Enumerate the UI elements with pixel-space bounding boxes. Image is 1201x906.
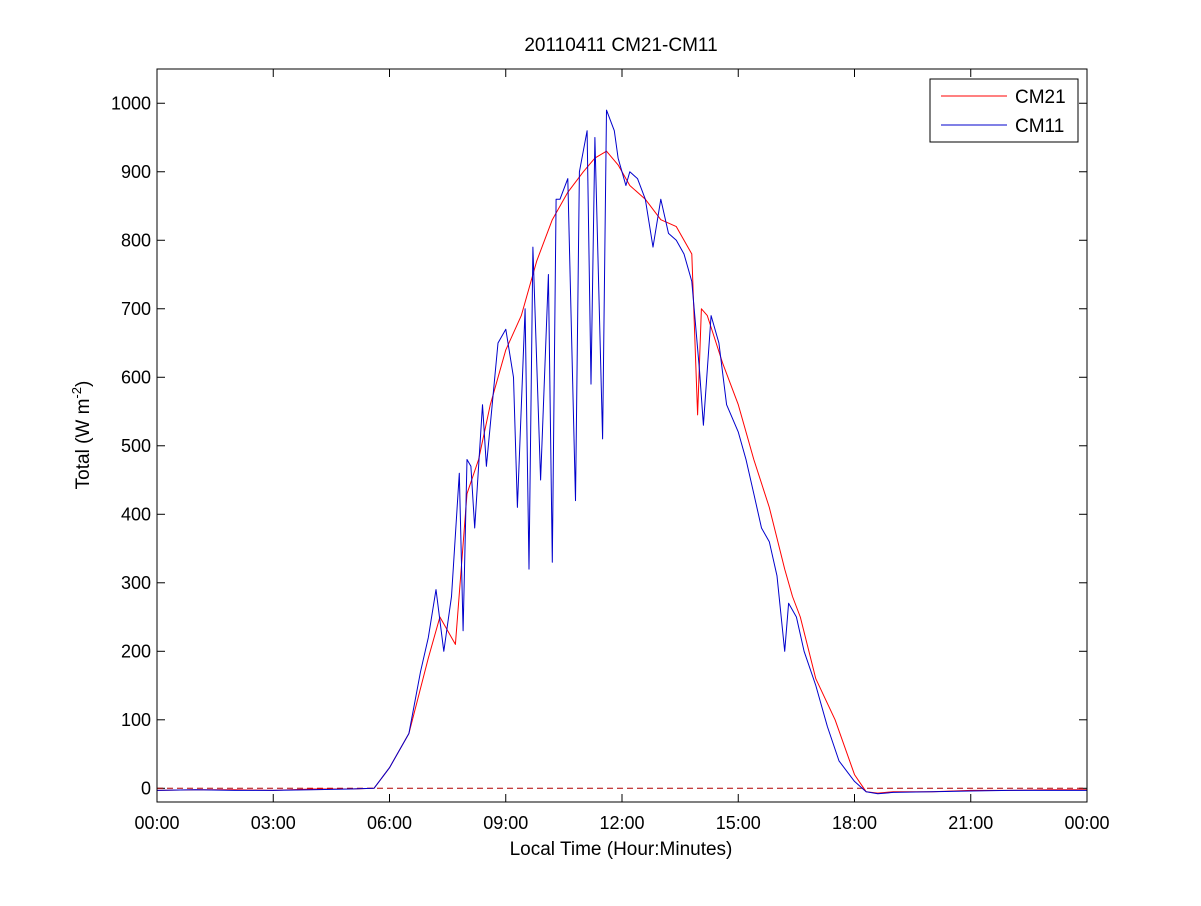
- series-line-cm11: [156, 109, 1087, 795]
- y-tick-label: 600: [121, 367, 151, 387]
- y-tick-label: 700: [121, 299, 151, 319]
- plot-area-frame: [156, 68, 1088, 803]
- y-tick-label: 500: [121, 436, 151, 456]
- x-tick-label: 09:00: [483, 813, 528, 833]
- legend-label-cm11: CM11: [1015, 116, 1064, 137]
- x-tick-label: 21:00: [948, 813, 993, 833]
- legend-label-cm21: CM21: [1015, 87, 1066, 108]
- legend-box: [929, 78, 1079, 143]
- y-tick-label: 900: [121, 162, 151, 182]
- x-tick-label: 12:00: [599, 813, 644, 833]
- series-line-cm21: [156, 150, 1087, 794]
- x-tick-label: 00:00: [1064, 813, 1109, 833]
- x-tick-label: 03:00: [251, 813, 296, 833]
- y-tick-label: 200: [121, 641, 151, 661]
- tick-marks: 00:00 03:00 06:00 09:00 12:00 15:00 18:00 21:00…: [111, 69, 1110, 833]
- y-axis-label-superscript: -2: [69, 387, 84, 399]
- y-tick-label: 300: [121, 573, 151, 593]
- y-tick-label: 400: [121, 504, 151, 524]
- x-axis-label: Local Time (Hour:Minutes): [510, 839, 733, 860]
- y-tick-label: 1000: [111, 93, 151, 113]
- x-tick-label: 06:00: [367, 813, 412, 833]
- y-axis-label-base: Total (W m: [73, 399, 94, 490]
- x-tick-label: 00:00: [134, 813, 179, 833]
- legend: CM21 CM11: [929, 78, 1079, 143]
- series-lines: [156, 109, 1087, 795]
- x-tick-label: 18:00: [832, 813, 877, 833]
- x-tick-label: 15:00: [716, 813, 761, 833]
- y-axis-label: Total (W m-2): [69, 381, 94, 490]
- y-tick-label: 800: [121, 230, 151, 250]
- y-axis-label-suffix: ): [73, 381, 94, 387]
- y-tick-label: 0: [141, 778, 151, 798]
- axes: [156, 68, 1088, 803]
- y-tick-label: 100: [121, 710, 151, 730]
- chart-title: 20110411 CM21-CM11: [524, 35, 717, 56]
